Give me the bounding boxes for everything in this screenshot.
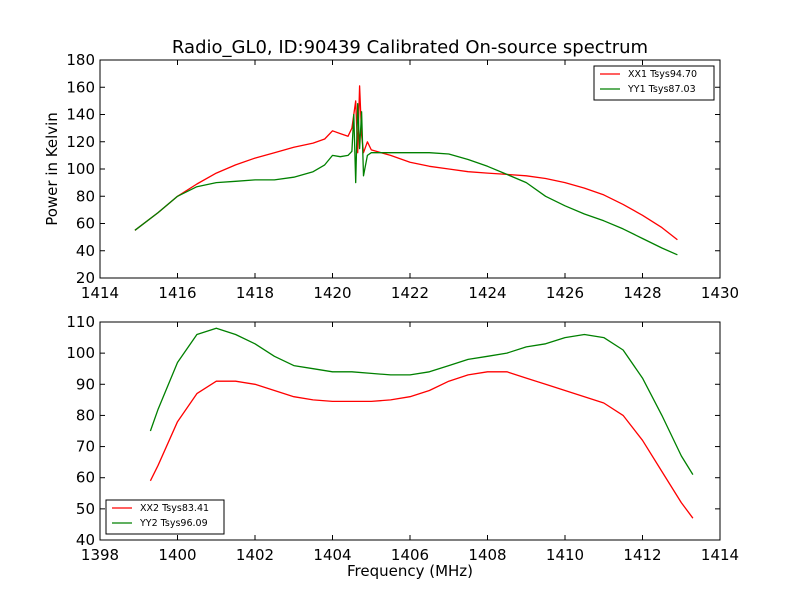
bottom-y-tick-label: 100 xyxy=(66,344,95,362)
bottom-axis-ticks: 1398 1400 1402 1404 1406 1408 1410 1412 1414 40 50… xyxy=(66,313,739,564)
bottom-series-group xyxy=(149,327,694,519)
top-spectrum-panel: 1414 1416 1418 1420 1422 1424 1426 1428 1430 20 40… xyxy=(43,51,739,302)
chart-title: Radio_GL0, ID:90439 Calibrated On-source… xyxy=(172,37,648,58)
top-y-tick-label: 20 xyxy=(76,269,95,287)
top-y-tick-label: 60 xyxy=(76,215,95,233)
bottom-y-tick-label: 50 xyxy=(76,500,95,518)
bottom-x-tick-label: 1402 xyxy=(236,546,274,564)
legend-label-yy1: YY1 Tsys87.03 xyxy=(627,84,696,95)
top-y-tick-label: 140 xyxy=(66,106,95,124)
top-legend: XX1 Tsys94.70 YY1 Tsys87.03 xyxy=(593,65,715,101)
top-x-tick-label: 1414 xyxy=(81,284,119,302)
series-line-xx2 xyxy=(149,371,694,519)
bottom-y-tick-label: 80 xyxy=(76,406,95,424)
legend-label-yy2: YY2 Tsys96.09 xyxy=(139,518,208,529)
bottom-y-tick-label: 40 xyxy=(76,531,95,549)
top-y-tick-label: 100 xyxy=(66,160,95,178)
top-x-tick-label: 1428 xyxy=(623,284,661,302)
bottom-y-tick-label: 60 xyxy=(76,469,95,487)
x-axis-label: Frequency (MHz) xyxy=(347,562,473,580)
top-x-tick-label: 1418 xyxy=(236,284,274,302)
series-line-yy2 xyxy=(149,327,694,475)
top-y-tick-label: 160 xyxy=(66,78,95,96)
top-x-tick-label: 1416 xyxy=(158,284,196,302)
bottom-y-tick-label: 90 xyxy=(76,375,95,393)
top-x-tick-label: 1420 xyxy=(313,284,351,302)
top-y-axis-label: Power in Kelvin xyxy=(43,112,61,226)
top-y-tick-label: 180 xyxy=(66,51,95,69)
series-line-yy1 xyxy=(134,102,678,256)
bottom-y-tick-label: 110 xyxy=(66,313,95,331)
legend-label-xx1: XX1 Tsys94.70 xyxy=(628,69,697,80)
top-x-tick-label: 1424 xyxy=(468,284,506,302)
top-axis-ticks: 1414 1416 1418 1420 1422 1424 1426 1428 1430 20 40… xyxy=(66,51,739,302)
bottom-x-tick-label: 1398 xyxy=(81,546,119,564)
legend-label-xx2: XX2 Tsys83.41 xyxy=(140,503,209,514)
top-y-tick-label: 40 xyxy=(76,242,95,260)
bottom-x-tick-label: 1406 xyxy=(391,546,429,564)
top-series-group xyxy=(134,85,678,256)
bottom-x-tick-label: 1412 xyxy=(623,546,661,564)
top-y-tick-label: 80 xyxy=(76,187,95,205)
bottom-x-tick-label: 1410 xyxy=(546,546,584,564)
bottom-x-tick-label: 1408 xyxy=(468,546,506,564)
bottom-y-tick-label: 70 xyxy=(76,438,95,456)
bottom-x-tick-label: 1414 xyxy=(701,546,739,564)
bottom-spectrum-panel: 1398 1400 1402 1404 1406 1408 1410 1412 1414 40 50… xyxy=(66,313,739,580)
top-legend-box xyxy=(593,65,715,101)
bottom-legend-box xyxy=(105,499,225,535)
top-y-tick-label: 120 xyxy=(66,133,95,151)
top-x-tick-label: 1430 xyxy=(701,284,739,302)
top-x-tick-label: 1426 xyxy=(546,284,584,302)
bottom-x-tick-label: 1404 xyxy=(313,546,351,564)
top-x-tick-label: 1422 xyxy=(391,284,429,302)
bottom-legend: XX2 Tsys83.41 YY2 Tsys96.09 xyxy=(105,499,225,535)
bottom-x-tick-label: 1400 xyxy=(158,546,196,564)
